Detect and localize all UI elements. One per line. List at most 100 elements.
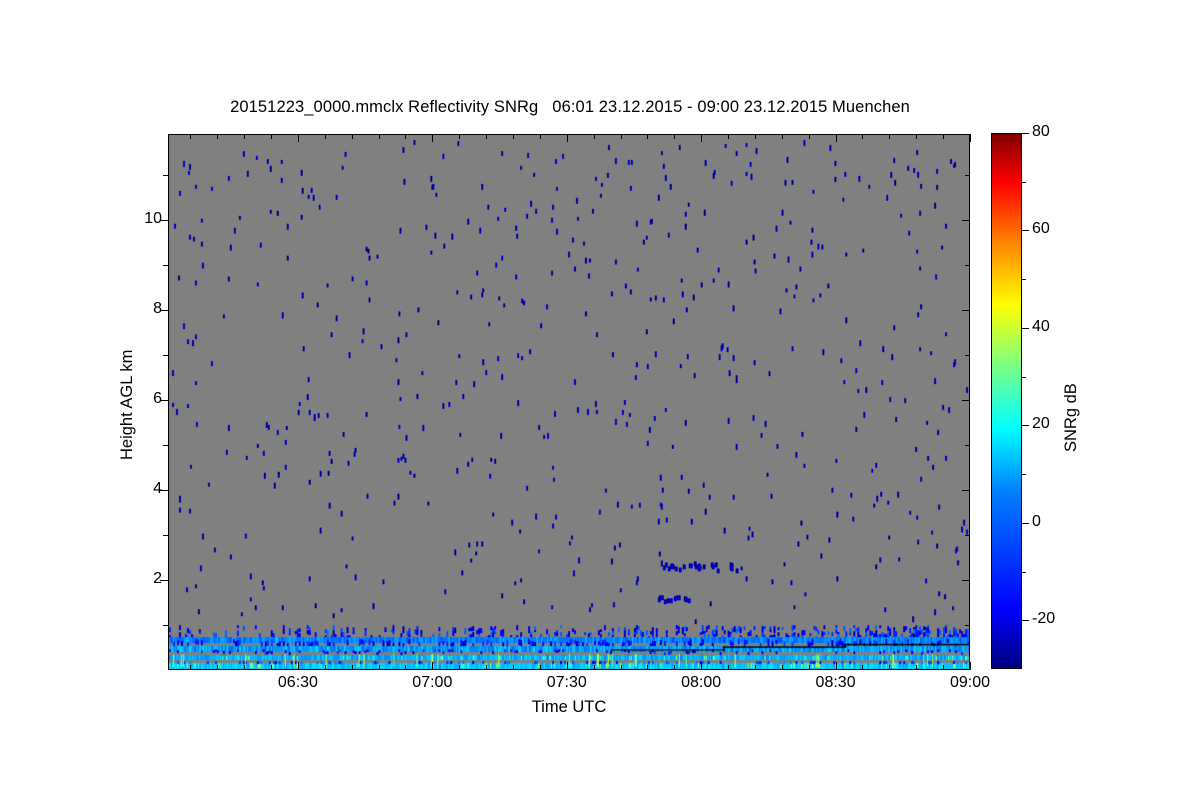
x-axis-minor-tick bbox=[754, 665, 756, 670]
y-axis-minor-tick bbox=[163, 624, 168, 626]
y-axis-minor-tick bbox=[965, 444, 970, 446]
x-axis-tick-label: 08:00 bbox=[681, 674, 722, 691]
x-axis-tick-label: 09:00 bbox=[949, 674, 991, 691]
x-axis-tick-label: 08:30 bbox=[815, 674, 856, 691]
x-axis-minor-tick bbox=[512, 134, 514, 139]
x-axis-minor-tick bbox=[647, 134, 649, 139]
x-axis-minor-tick bbox=[593, 665, 595, 670]
colorbar-tick-label: 0 bbox=[1032, 512, 1041, 530]
y-axis-tick bbox=[962, 489, 970, 491]
colorbar-minor-tick bbox=[1022, 376, 1026, 378]
y-axis-tick-label: 6 bbox=[153, 389, 162, 407]
colorbar-minor-tick bbox=[1022, 474, 1026, 476]
colorbar-minor-tick bbox=[1022, 181, 1026, 183]
x-axis-tick bbox=[970, 134, 971, 142]
x-axis-minor-tick bbox=[916, 665, 918, 670]
y-axis-minor-tick bbox=[965, 264, 970, 266]
x-axis-minor-tick bbox=[271, 134, 273, 139]
x-axis-minor-tick bbox=[781, 134, 783, 139]
x-axis-minor-tick bbox=[217, 665, 219, 670]
x-axis-minor-tick bbox=[674, 665, 676, 670]
x-axis-minor-tick bbox=[512, 665, 514, 670]
y-axis-tick-label: 4 bbox=[153, 479, 162, 497]
x-axis-minor-tick bbox=[217, 134, 219, 139]
x-axis-minor-tick bbox=[271, 665, 273, 670]
x-axis-tick bbox=[566, 662, 568, 670]
x-axis-minor-tick bbox=[378, 665, 380, 670]
y-axis-minor-tick bbox=[965, 624, 970, 626]
colorbar[interactable] bbox=[991, 133, 1022, 669]
x-axis-minor-tick bbox=[943, 665, 945, 670]
x-axis-minor-tick bbox=[620, 665, 622, 670]
x-axis-tick-label: 07:30 bbox=[546, 674, 587, 691]
y-axis-tick bbox=[160, 579, 168, 581]
y-axis-minor-tick bbox=[163, 264, 168, 266]
colorbar-tick bbox=[1022, 522, 1029, 524]
x-axis-minor-tick bbox=[459, 665, 461, 670]
x-axis-minor-tick bbox=[486, 134, 488, 139]
x-axis-tick bbox=[701, 134, 703, 142]
x-axis-minor-tick bbox=[889, 665, 891, 670]
y-axis-tick bbox=[160, 399, 168, 401]
x-axis-minor-tick bbox=[943, 134, 945, 139]
y-axis-tick-label: 2 bbox=[153, 569, 162, 587]
x-axis-tick-label: 06:30 bbox=[277, 674, 318, 691]
x-axis-tick bbox=[835, 134, 837, 142]
x-axis-minor-tick bbox=[862, 134, 864, 139]
x-axis-tick-label: 07:00 bbox=[412, 674, 453, 691]
x-axis-tick bbox=[297, 134, 299, 142]
y-axis-tick bbox=[962, 219, 970, 221]
x-axis-tick bbox=[835, 662, 837, 670]
x-axis-minor-tick bbox=[324, 134, 326, 139]
x-axis-minor-tick bbox=[324, 665, 326, 670]
colorbar-tick bbox=[1022, 133, 1029, 134]
colorbar-tick-label: 20 bbox=[1032, 415, 1050, 433]
x-axis-tick bbox=[701, 662, 703, 670]
colorbar-tick-label: -20 bbox=[1032, 610, 1056, 628]
page-title: 20151223_0000.mmclx Reflectivity SNRg 06… bbox=[230, 98, 910, 116]
y-axis-tick bbox=[160, 219, 168, 221]
x-axis-minor-tick bbox=[459, 134, 461, 139]
x-axis-minor-tick bbox=[916, 134, 918, 139]
x-axis-minor-tick bbox=[889, 134, 891, 139]
plot-area[interactable] bbox=[168, 134, 970, 670]
x-axis-minor-tick bbox=[781, 665, 783, 670]
colorbar-tick bbox=[1022, 230, 1029, 232]
y-axis-minor-tick bbox=[163, 174, 168, 176]
y-axis-minor-tick bbox=[965, 354, 970, 356]
x-axis-minor-tick bbox=[351, 665, 353, 670]
colorbar-label: SNRg dB bbox=[1062, 383, 1080, 452]
x-axis-minor-tick bbox=[808, 134, 810, 139]
y-axis-tick bbox=[160, 309, 168, 311]
x-axis-minor-tick bbox=[674, 134, 676, 139]
y-axis-minor-tick bbox=[163, 444, 168, 446]
x-axis-minor-tick bbox=[405, 665, 407, 670]
x-axis-tick bbox=[566, 134, 568, 142]
colorbar-tick bbox=[1022, 620, 1029, 622]
y-axis-tick-label: 8 bbox=[153, 299, 162, 317]
x-axis-tick bbox=[432, 134, 434, 142]
x-axis-minor-tick bbox=[486, 665, 488, 670]
y-axis-tick bbox=[962, 579, 970, 581]
x-axis-label: Time UTC bbox=[531, 698, 607, 716]
radar-heatmap-canvas[interactable] bbox=[169, 135, 969, 669]
x-axis-minor-tick bbox=[190, 134, 192, 139]
colorbar-tick bbox=[1022, 425, 1029, 427]
x-axis-minor-tick bbox=[539, 134, 541, 139]
y-axis-tick-label: 10 bbox=[144, 209, 162, 227]
y-axis-tick bbox=[962, 309, 970, 311]
y-axis-minor-tick bbox=[163, 354, 168, 356]
colorbar-tick-label: 40 bbox=[1032, 317, 1050, 335]
y-axis-tick bbox=[160, 489, 168, 491]
x-axis-tick bbox=[432, 662, 434, 670]
y-axis-minor-tick bbox=[163, 534, 168, 536]
x-axis-minor-tick bbox=[351, 134, 353, 139]
x-axis-minor-tick bbox=[244, 665, 246, 670]
x-axis-minor-tick bbox=[728, 665, 730, 670]
x-axis-minor-tick bbox=[728, 134, 730, 139]
colorbar-minor-tick bbox=[1022, 279, 1026, 281]
colorbar-minor-tick bbox=[1022, 571, 1026, 573]
y-axis-minor-tick bbox=[965, 174, 970, 176]
x-axis-minor-tick bbox=[808, 665, 810, 670]
